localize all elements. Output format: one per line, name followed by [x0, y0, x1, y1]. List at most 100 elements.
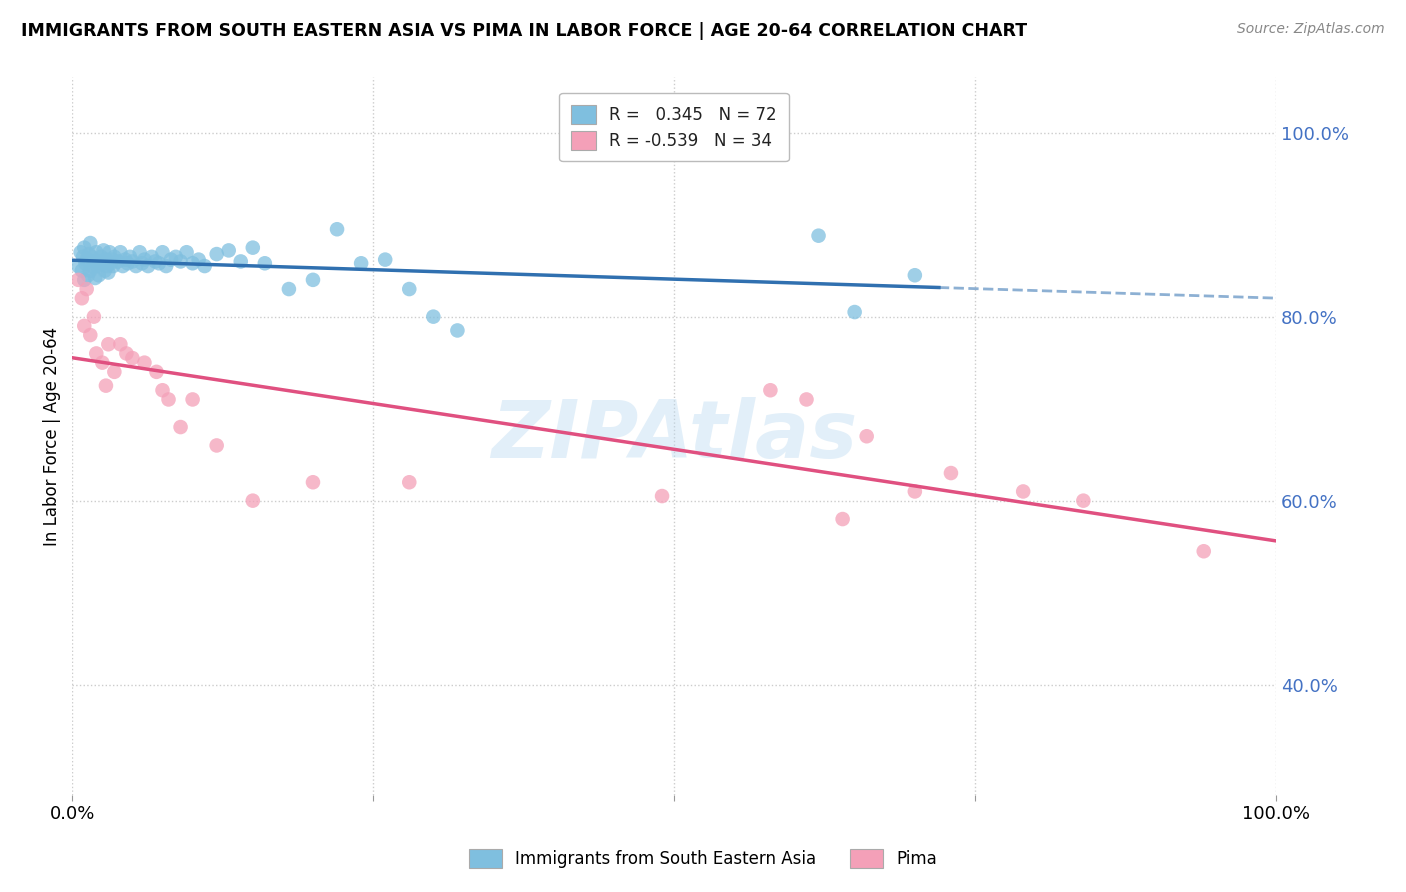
Point	[100, 256, 122, 270]
Point	[86, 259, 108, 273]
Point	[904, 484, 927, 499]
Point	[160, 252, 183, 267]
Point	[939, 466, 962, 480]
Point	[277, 282, 299, 296]
Point	[110, 245, 132, 260]
Point	[79, 328, 101, 343]
Point	[128, 245, 150, 260]
Point	[73, 273, 96, 287]
Point	[80, 250, 103, 264]
Point	[145, 365, 167, 379]
Point	[87, 268, 110, 283]
Point	[67, 259, 90, 273]
Point	[101, 252, 124, 267]
Point	[229, 254, 252, 268]
Point	[855, 429, 877, 443]
Point	[205, 247, 228, 261]
Point	[134, 252, 156, 267]
Point	[93, 244, 115, 258]
Point	[807, 228, 830, 243]
Point	[844, 305, 866, 319]
Point	[218, 244, 240, 258]
Point	[96, 259, 118, 273]
Point	[107, 254, 129, 268]
Point	[187, 252, 209, 267]
Point	[77, 247, 100, 261]
Point	[242, 493, 264, 508]
Point	[83, 254, 105, 268]
Point	[904, 268, 927, 283]
Point	[148, 256, 170, 270]
Point	[117, 256, 139, 270]
Point	[121, 254, 143, 268]
Point	[350, 256, 373, 270]
Text: ZIPAtlas: ZIPAtlas	[491, 397, 858, 475]
Point	[79, 235, 101, 250]
Point	[76, 252, 98, 267]
Point	[94, 378, 117, 392]
Point	[759, 384, 782, 398]
Point	[103, 365, 125, 379]
Point	[73, 241, 96, 255]
Point	[134, 356, 156, 370]
Point	[98, 245, 121, 260]
Point	[194, 259, 217, 273]
Point	[83, 310, 105, 324]
Point	[111, 259, 134, 273]
Point	[1192, 544, 1215, 558]
Point	[205, 438, 228, 452]
Legend: R =   0.345   N = 72, R = -0.539   N = 34: R = 0.345 N = 72, R = -0.539 N = 34	[560, 93, 789, 161]
Point	[141, 250, 163, 264]
Point	[152, 245, 174, 260]
Point	[157, 392, 180, 407]
Point	[77, 268, 100, 283]
Point	[398, 475, 420, 490]
Text: IMMIGRANTS FROM SOUTH EASTERN ASIA VS PIMA IN LABOR FORCE | AGE 20-64 CORRELATIO: IMMIGRANTS FROM SOUTH EASTERN ASIA VS PI…	[21, 22, 1028, 40]
Point	[84, 245, 107, 260]
Point	[155, 259, 177, 273]
Point	[169, 254, 191, 268]
Point	[242, 241, 264, 255]
Point	[69, 245, 91, 260]
Point	[84, 346, 107, 360]
Point	[1012, 484, 1035, 499]
Point	[75, 256, 97, 270]
Point	[103, 250, 125, 264]
Point	[72, 250, 94, 264]
Point	[97, 337, 120, 351]
Point	[169, 420, 191, 434]
Point	[118, 250, 141, 264]
Point	[176, 245, 198, 260]
Point	[302, 475, 325, 490]
Point	[73, 318, 96, 333]
Point	[79, 263, 101, 277]
Point	[76, 282, 98, 296]
Point	[165, 250, 187, 264]
Point	[152, 384, 174, 398]
Point	[91, 356, 114, 370]
Point	[70, 263, 93, 277]
Point	[131, 256, 153, 270]
Point	[115, 346, 138, 360]
Point	[84, 271, 107, 285]
Text: Source: ZipAtlas.com: Source: ZipAtlas.com	[1237, 22, 1385, 37]
Point	[94, 252, 117, 267]
Point	[82, 259, 104, 273]
Point	[136, 259, 159, 273]
Point	[70, 291, 93, 305]
Point	[302, 273, 325, 287]
Point	[831, 512, 853, 526]
Point	[181, 392, 204, 407]
Point	[97, 265, 120, 279]
Point	[796, 392, 818, 407]
Point	[93, 263, 115, 277]
Point	[326, 222, 349, 236]
Point	[114, 252, 136, 267]
Point	[253, 256, 276, 270]
Legend: Immigrants from South Eastern Asia, Pima: Immigrants from South Eastern Asia, Pima	[463, 843, 943, 875]
Point	[91, 256, 114, 270]
Point	[1073, 493, 1095, 508]
Point	[90, 250, 112, 264]
Point	[181, 256, 204, 270]
Point	[121, 351, 143, 365]
